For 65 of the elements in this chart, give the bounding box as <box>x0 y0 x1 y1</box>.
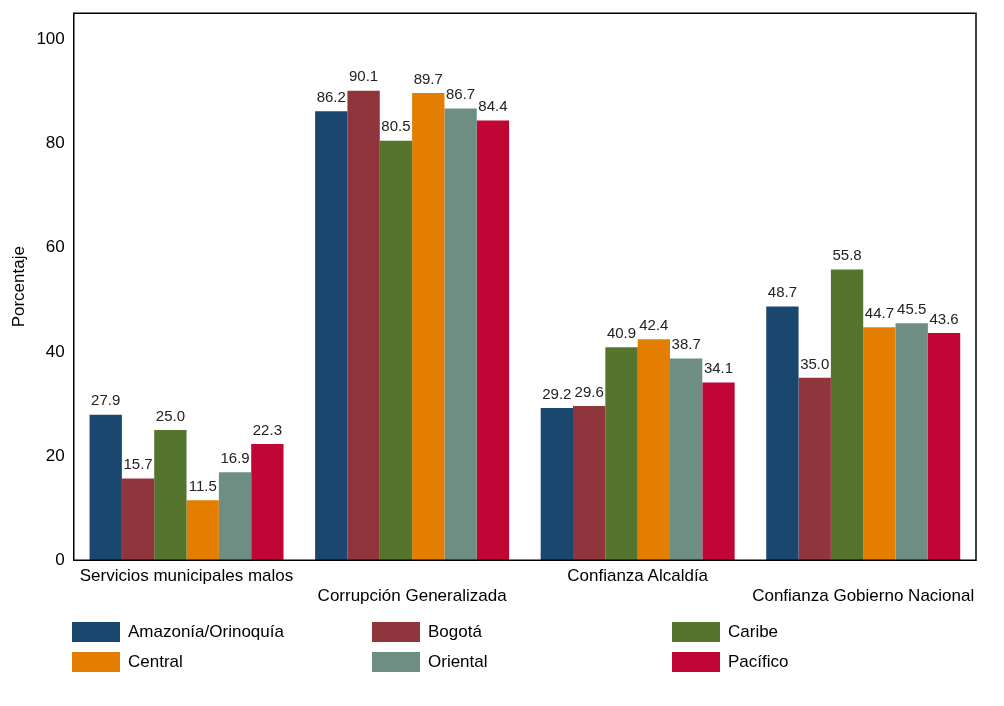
bar <box>412 92 445 561</box>
data-label: 11.5 <box>188 476 217 494</box>
bar <box>863 327 896 561</box>
bar <box>347 90 380 561</box>
legend-label: Amazonía/Orinoquía <box>128 622 284 642</box>
bar <box>379 140 413 561</box>
bar <box>830 269 864 561</box>
y-tick-label: 0 <box>55 549 65 569</box>
bar <box>702 382 735 561</box>
x-tick-label: Corrupción Generalizada <box>317 586 508 606</box>
data-label: 34.1 <box>703 359 734 377</box>
data-label: 42.4 <box>639 315 669 333</box>
data-label: 35.0 <box>800 354 830 372</box>
bar <box>895 323 928 561</box>
data-label: 89.7 <box>413 69 443 87</box>
legend-label: Pacífico <box>728 652 789 672</box>
data-label: 80.5 <box>381 117 411 135</box>
bar <box>605 347 638 561</box>
legend-label: Caribe <box>728 622 779 642</box>
y-tick-label: 20 <box>45 445 65 465</box>
bar <box>669 358 703 561</box>
y-tick-label: 80 <box>45 133 65 153</box>
data-label: 40.9 <box>606 323 637 341</box>
data-label: 29.6 <box>574 382 604 400</box>
bar <box>540 408 573 561</box>
bar <box>444 108 477 561</box>
data-label: 25.0 <box>155 406 185 424</box>
data-label: 48.7 <box>767 283 797 301</box>
data-label: 43.6 <box>929 309 959 327</box>
bar <box>766 306 799 561</box>
bar <box>315 111 348 561</box>
bar <box>798 377 831 561</box>
data-label: 22.3 <box>252 420 282 438</box>
legend-label: Central <box>128 652 183 672</box>
data-label: 15.7 <box>123 455 153 473</box>
legend-label: Oriental <box>428 652 488 672</box>
data-label: 45.5 <box>897 299 927 317</box>
legend-label: Bogotá <box>428 622 482 642</box>
data-label: 16.9 <box>220 448 250 466</box>
bar <box>573 406 606 561</box>
bar <box>637 339 670 561</box>
y-tick-label: 40 <box>45 341 65 361</box>
x-tick-label: Confianza Gobierno Nacional <box>752 586 975 606</box>
y-axis-title: Porcentaje <box>8 246 28 328</box>
data-label: 86.7 <box>446 85 476 103</box>
data-label: 86.2 <box>316 87 346 105</box>
x-tick-label: Confianza Alcaldía <box>567 566 709 586</box>
data-label: 29.2 <box>542 384 572 402</box>
bar <box>476 120 510 561</box>
bar <box>251 444 284 561</box>
data-label: 27.9 <box>91 391 121 409</box>
bar <box>186 500 219 561</box>
bar <box>89 414 122 561</box>
data-label: 38.7 <box>671 335 701 353</box>
bar <box>927 333 961 561</box>
bar <box>154 429 187 561</box>
data-label: 55.8 <box>832 246 862 264</box>
data-label: 44.7 <box>864 303 894 321</box>
x-tick-label: Servicios municipales malos <box>79 566 294 586</box>
data-label: 90.1 <box>349 67 379 85</box>
y-tick-label: 60 <box>45 237 65 257</box>
data-label: 84.4 <box>478 97 508 115</box>
y-tick-label: 100 <box>36 28 65 48</box>
bar <box>121 478 155 561</box>
bar <box>218 472 252 561</box>
